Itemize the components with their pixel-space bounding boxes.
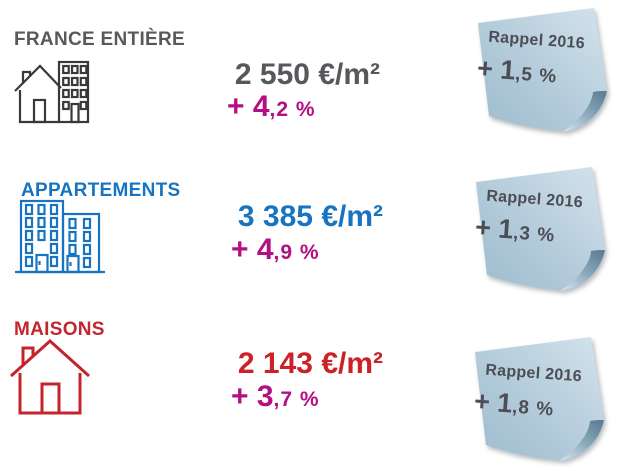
change-tail: ,7 % (273, 388, 320, 411)
yearly-change-france: + 4,2 % (227, 90, 316, 124)
house-icon (8, 337, 92, 416)
section-title-appartements: APPARTEMENTS (21, 180, 181, 201)
price-value-appartements: 3 385 €/m² (237, 200, 383, 233)
change-tail: ,9 % (273, 241, 320, 264)
section-title-maisons: MAISONS (14, 319, 105, 340)
price-value-france: 2 550 €/m² (234, 58, 380, 91)
house-and-building-icon (13, 59, 95, 125)
sticky-note-shape (476, 167, 605, 291)
note-change-lead: + 1 (474, 211, 515, 245)
apartment-buildings-icon (15, 199, 105, 277)
note-text: Rappel 2016 + 1,5 % (476, 28, 585, 91)
change-lead: + 4 (227, 90, 270, 123)
note-text: Rappel 2016 + 1,3 % (474, 187, 583, 250)
note-change-tail: ,3 % (512, 222, 556, 247)
change-lead: + 3 (231, 380, 274, 413)
rappel-2016-note-appartements: Rappel 2016 + 1,3 % (464, 163, 612, 296)
note-change-lead: + 1 (473, 385, 514, 419)
note-change-tail: ,5 % (514, 63, 558, 88)
change-lead: + 4 (231, 233, 274, 266)
yearly-change-maisons: + 3,7 % (231, 380, 320, 414)
note-change-tail: ,8 % (511, 396, 555, 421)
sticky-note-shape (478, 8, 607, 132)
price-value-maisons: 2 143 €/m² (237, 347, 383, 380)
note-change-lead: + 1 (476, 52, 517, 86)
yearly-change-appartements: + 4,9 % (231, 233, 320, 267)
sticky-note-shape (475, 337, 604, 461)
rappel-2016-note-france: Rappel 2016 + 1,5 % (466, 4, 614, 137)
change-tail: ,2 % (269, 98, 316, 121)
note-text: Rappel 2016 + 1,8 % (473, 361, 582, 424)
section-title-france-entiere: FRANCE ENTIÈRE (14, 29, 185, 50)
rappel-2016-note-maisons: Rappel 2016 + 1,8 % (463, 333, 611, 466)
